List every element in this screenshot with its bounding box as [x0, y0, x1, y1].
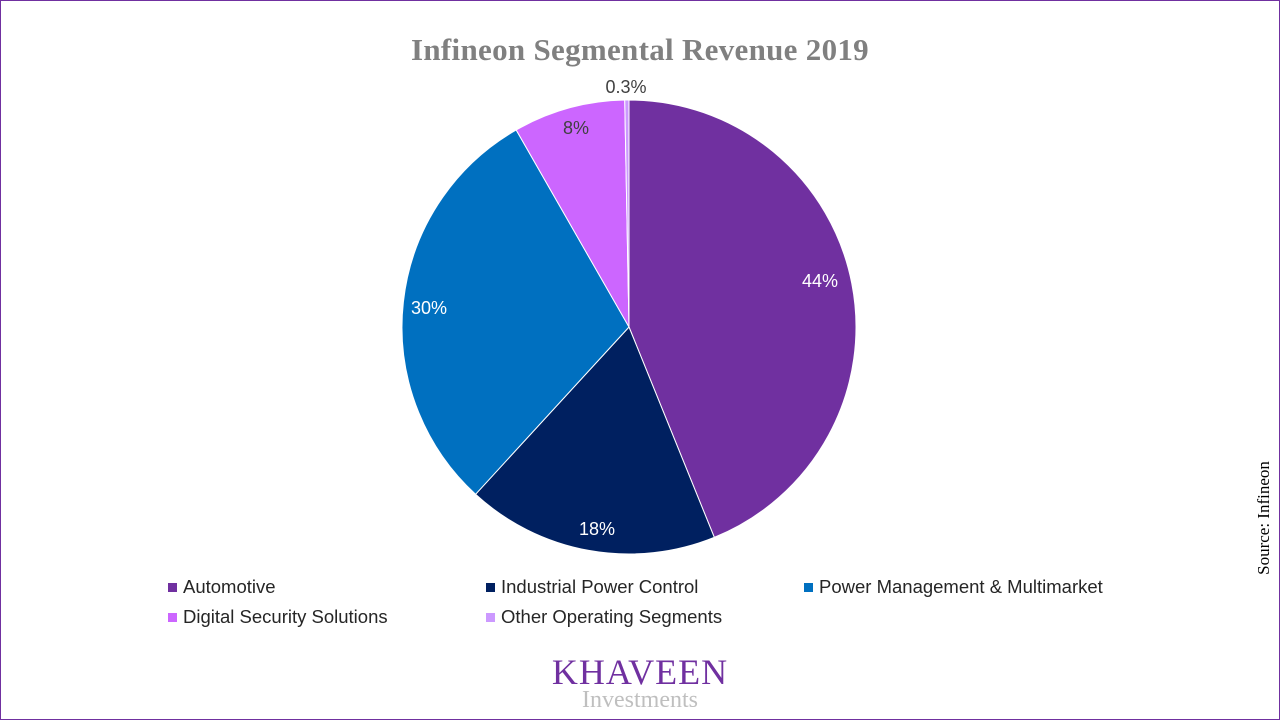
legend-label: Automotive [183, 576, 276, 597]
legend-swatch [168, 612, 177, 622]
khaveen-logo: KHAVEEN Investments [540, 652, 740, 712]
pie-slice-1 [474, 326, 715, 555]
slice-label-3: 8% [563, 118, 589, 138]
legend-swatch [486, 612, 495, 622]
legend-label: Digital Security Solutions [183, 606, 388, 627]
legend-label: Industrial Power Control [501, 576, 699, 597]
legend-item-0: Automotive [168, 576, 486, 598]
pie-slice-4 [624, 99, 630, 328]
slice-label-0: 44% [802, 271, 838, 291]
legend: Automotive Industrial Power Control Power … [168, 576, 1168, 628]
logo-subtitle: Investments [582, 687, 698, 713]
legend-item-3: Digital Security Solutions [168, 606, 486, 628]
chart-title: Infineon Segmental Revenue 2019 [411, 32, 869, 67]
legend-item-1: Industrial Power Control [486, 576, 804, 598]
slice-label-2: 30% [411, 298, 447, 318]
slice-label-4: 0.3% [605, 77, 646, 97]
legend-item-2: Power Management & Multimarket [804, 576, 1168, 598]
legend-label: Other Operating Segments [501, 606, 723, 627]
legend-label: Power Management & Multimarket [819, 576, 1103, 597]
slice-label-1: 18% [579, 519, 615, 539]
legend-swatch [168, 582, 177, 592]
legend-item-4: Other Operating Segments [486, 606, 804, 628]
legend-swatch [486, 582, 495, 592]
pie-slice-0 [628, 99, 857, 539]
pie-slice-3 [515, 99, 630, 328]
logo-wordmark: KHAVEEN [551, 652, 729, 692]
source-note: Source: Infineon [1254, 461, 1273, 575]
pie-slice-2 [401, 129, 630, 495]
legend-swatch [804, 582, 813, 592]
